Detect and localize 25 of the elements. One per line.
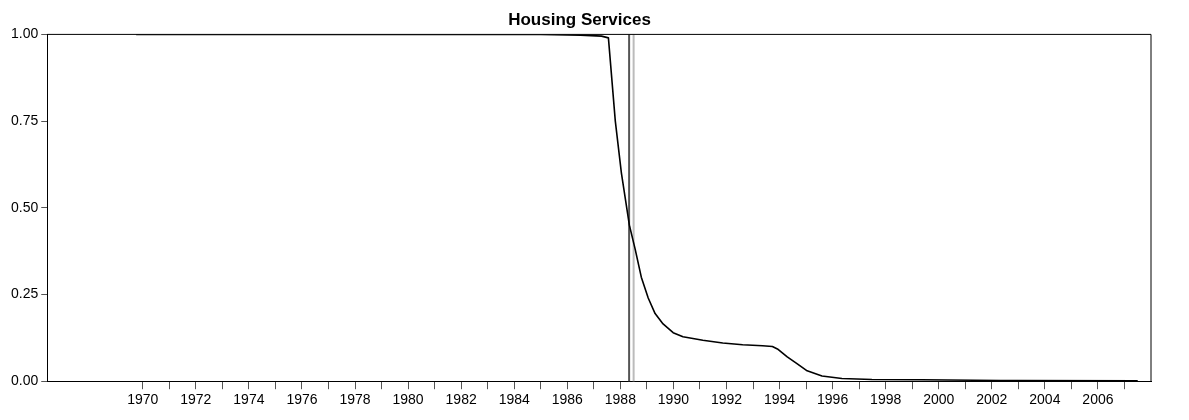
x-tick-label: 2006 (1082, 391, 1114, 408)
y-tick-label: 0.50 (11, 198, 39, 215)
x-tick-label: 1978 (339, 391, 371, 408)
y-tick-label: 1.00 (11, 25, 39, 42)
x-tick-label: 1994 (763, 391, 796, 408)
x-tick-label: 1988 (604, 391, 637, 408)
x-tick-label: 2004 (1029, 391, 1061, 408)
x-tick-label: 1976 (286, 391, 318, 408)
x-tick-label: 1990 (657, 391, 690, 408)
y-tick-label: 0.25 (11, 285, 39, 302)
y-tick-label: 0.75 (11, 111, 39, 128)
x-tick-label: 1984 (498, 391, 530, 408)
x-tick-label: 1998 (870, 391, 902, 408)
x-tick-label: 1980 (392, 391, 424, 408)
x-tick-label: 1974 (233, 391, 265, 408)
x-tick-label: 1996 (817, 391, 849, 408)
x-tick-label: 2002 (976, 391, 1008, 408)
x-tick-label: 1986 (551, 391, 584, 408)
x-tick-label: 1982 (445, 391, 477, 408)
x-tick-label: 2000 (923, 391, 955, 408)
chart-title: Housing Services (508, 9, 651, 29)
x-tick-label: 1970 (127, 391, 159, 408)
x-tick-label: 1992 (710, 391, 743, 408)
x-tick-label: 1972 (180, 391, 212, 408)
y-tick-label: 0.00 (11, 372, 39, 389)
